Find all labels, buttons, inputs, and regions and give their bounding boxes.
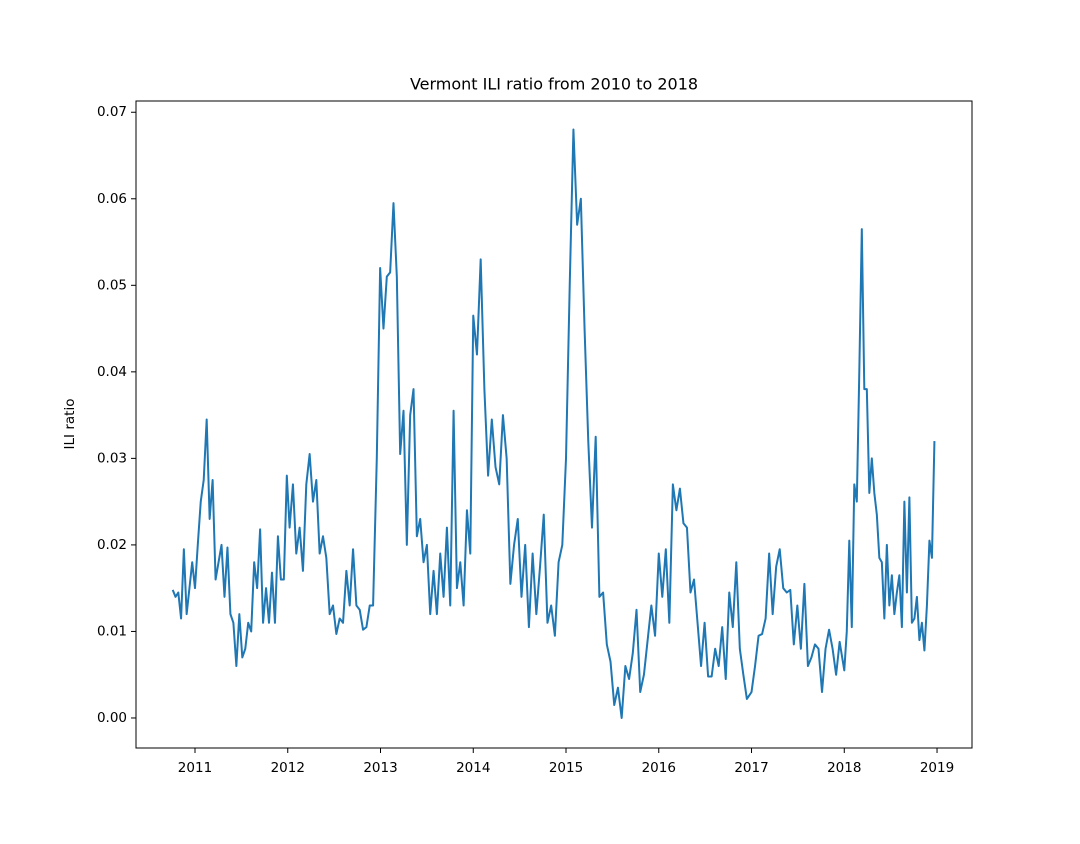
y-tick-label: 0.01 xyxy=(97,623,127,639)
x-tick-label: 2014 xyxy=(456,760,490,776)
y-tick-label: 0.02 xyxy=(97,537,127,553)
x-tick-label: 2018 xyxy=(827,760,861,776)
chart-title: Vermont ILI ratio from 2010 to 2018 xyxy=(410,75,698,94)
y-tick-label: 0.03 xyxy=(97,450,127,466)
y-axis-label: ILI ratio xyxy=(62,399,78,450)
data-line xyxy=(171,128,936,719)
x-tick-label: 2015 xyxy=(549,760,583,776)
x-tick-label: 2013 xyxy=(363,760,397,776)
plot-frame xyxy=(135,100,973,749)
y-tick-label: 0.05 xyxy=(97,277,127,293)
x-tick-label: 2012 xyxy=(271,760,305,776)
y-tick-label: 0.04 xyxy=(97,364,127,380)
y-tick-label: 0.06 xyxy=(97,191,127,207)
y-tick-label: 0.07 xyxy=(97,104,127,120)
x-tick-label: 2016 xyxy=(642,760,676,776)
y-tick-label: 0.00 xyxy=(97,710,127,726)
x-tick-label: 2011 xyxy=(178,760,212,776)
x-tick-label: 2019 xyxy=(920,760,954,776)
x-tick-label: 2017 xyxy=(734,760,768,776)
